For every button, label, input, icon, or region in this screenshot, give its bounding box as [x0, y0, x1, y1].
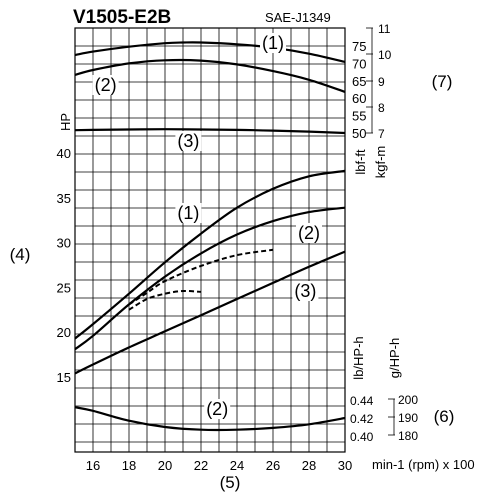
power-hp-tick: 20	[57, 325, 71, 340]
fuel-unit-lbhph: lb/HP-h	[351, 336, 366, 379]
power-label-3: (3)	[294, 281, 316, 301]
x-tick: 22	[194, 458, 208, 473]
torque-kgfm-tick: 8	[378, 101, 385, 115]
x-tick: 16	[86, 458, 100, 473]
torque-kgfm-tick: 9	[378, 75, 385, 89]
fuel-unit-ghph: g/HP-h	[387, 338, 402, 378]
chart-title: V1505-E2B	[73, 7, 171, 28]
torque-series-curve-2	[74, 58, 346, 93]
power-series-curve-2	[74, 206, 346, 351]
power-series-dashed-upper	[128, 248, 274, 306]
plot-frame	[74, 27, 346, 453]
torque-lbfft-tick: 50	[352, 126, 366, 141]
x-tick: 24	[230, 458, 244, 473]
torque-series-curve-3	[74, 128, 346, 135]
torque-kgfm-tick: 11	[378, 22, 391, 36]
power-hp-tick: 30	[57, 236, 71, 251]
standard-label: SAE-J1349	[265, 10, 331, 25]
power-hp-tick: 25	[57, 280, 71, 295]
torque-kgfm-tick: 10	[378, 48, 392, 62]
x-ref-label: (5)	[220, 473, 241, 492]
x-tick: 20	[158, 458, 172, 473]
x-axis-label: min-1 (rpm) x 100	[372, 457, 475, 472]
torque-label-3: (3)	[177, 131, 199, 151]
torque-lbfft-tick: 55	[352, 109, 366, 124]
power-series-curve-1	[74, 169, 346, 340]
fuel-ghph-tick: 180	[398, 429, 418, 443]
fuel-lbhph-tick: 0.42	[350, 412, 374, 426]
torque-label-2: (2)	[95, 75, 117, 95]
torque-kgfm-tick: 7	[378, 127, 385, 141]
x-tick: 30	[338, 458, 352, 473]
chart-texts: (1) (2) (3) (1) (2) (3) (2) V1505-E2B SAE-J1349 7…	[10, 7, 475, 492]
fuel-ghph-tick: 190	[398, 411, 418, 425]
fuel-series-curve-1	[74, 406, 346, 432]
fuel-lbhph-tick: 0.44	[350, 394, 374, 408]
fuel-ref-label: (6)	[434, 407, 455, 426]
torque-series-curve-1	[74, 41, 346, 64]
power-hp-tick: 15	[57, 370, 71, 385]
power-series-curve-3	[74, 250, 346, 375]
torque-lbfft-tick: 75	[352, 39, 366, 54]
x-tick: 28	[302, 458, 316, 473]
power-label-1-bg	[175, 203, 202, 223]
torque-unit-kgfm: kgf-m	[373, 146, 388, 179]
fuel-lbhph-tick: 0.40	[350, 430, 374, 444]
torque-label-1-bg	[260, 33, 286, 53]
power-label-2: (2)	[298, 223, 320, 243]
chart-curves	[74, 41, 346, 432]
torque-ref-label: (7)	[432, 72, 453, 91]
power-ref-label: (4)	[10, 245, 31, 264]
torque-lbfft-tick: 65	[352, 74, 366, 89]
power-label-1: (1)	[177, 203, 199, 223]
power-hp-tick: 40	[57, 146, 71, 161]
power-label-3-bg	[292, 281, 319, 301]
fuel-label-2: (2)	[206, 399, 228, 419]
power-label-2-bg	[296, 223, 322, 243]
power-axis-label: HP	[58, 113, 73, 131]
fuel-ghph-tick: 200	[398, 393, 418, 407]
x-tick: 18	[122, 458, 136, 473]
fuel-label-2-bg	[204, 399, 231, 419]
torque-lbfft-tick: 60	[352, 91, 366, 106]
torque-unit-lbfft: lbf-ft	[353, 149, 368, 175]
chart-grid	[74, 27, 395, 453]
power-hp-tick: 35	[57, 191, 71, 206]
torque-label-3-bg	[175, 131, 202, 151]
torque-label-1: (1)	[262, 33, 284, 53]
torque-lbfft-tick: 70	[352, 56, 366, 71]
torque-label-2-bg	[92, 75, 119, 95]
x-tick: 26	[266, 458, 280, 473]
